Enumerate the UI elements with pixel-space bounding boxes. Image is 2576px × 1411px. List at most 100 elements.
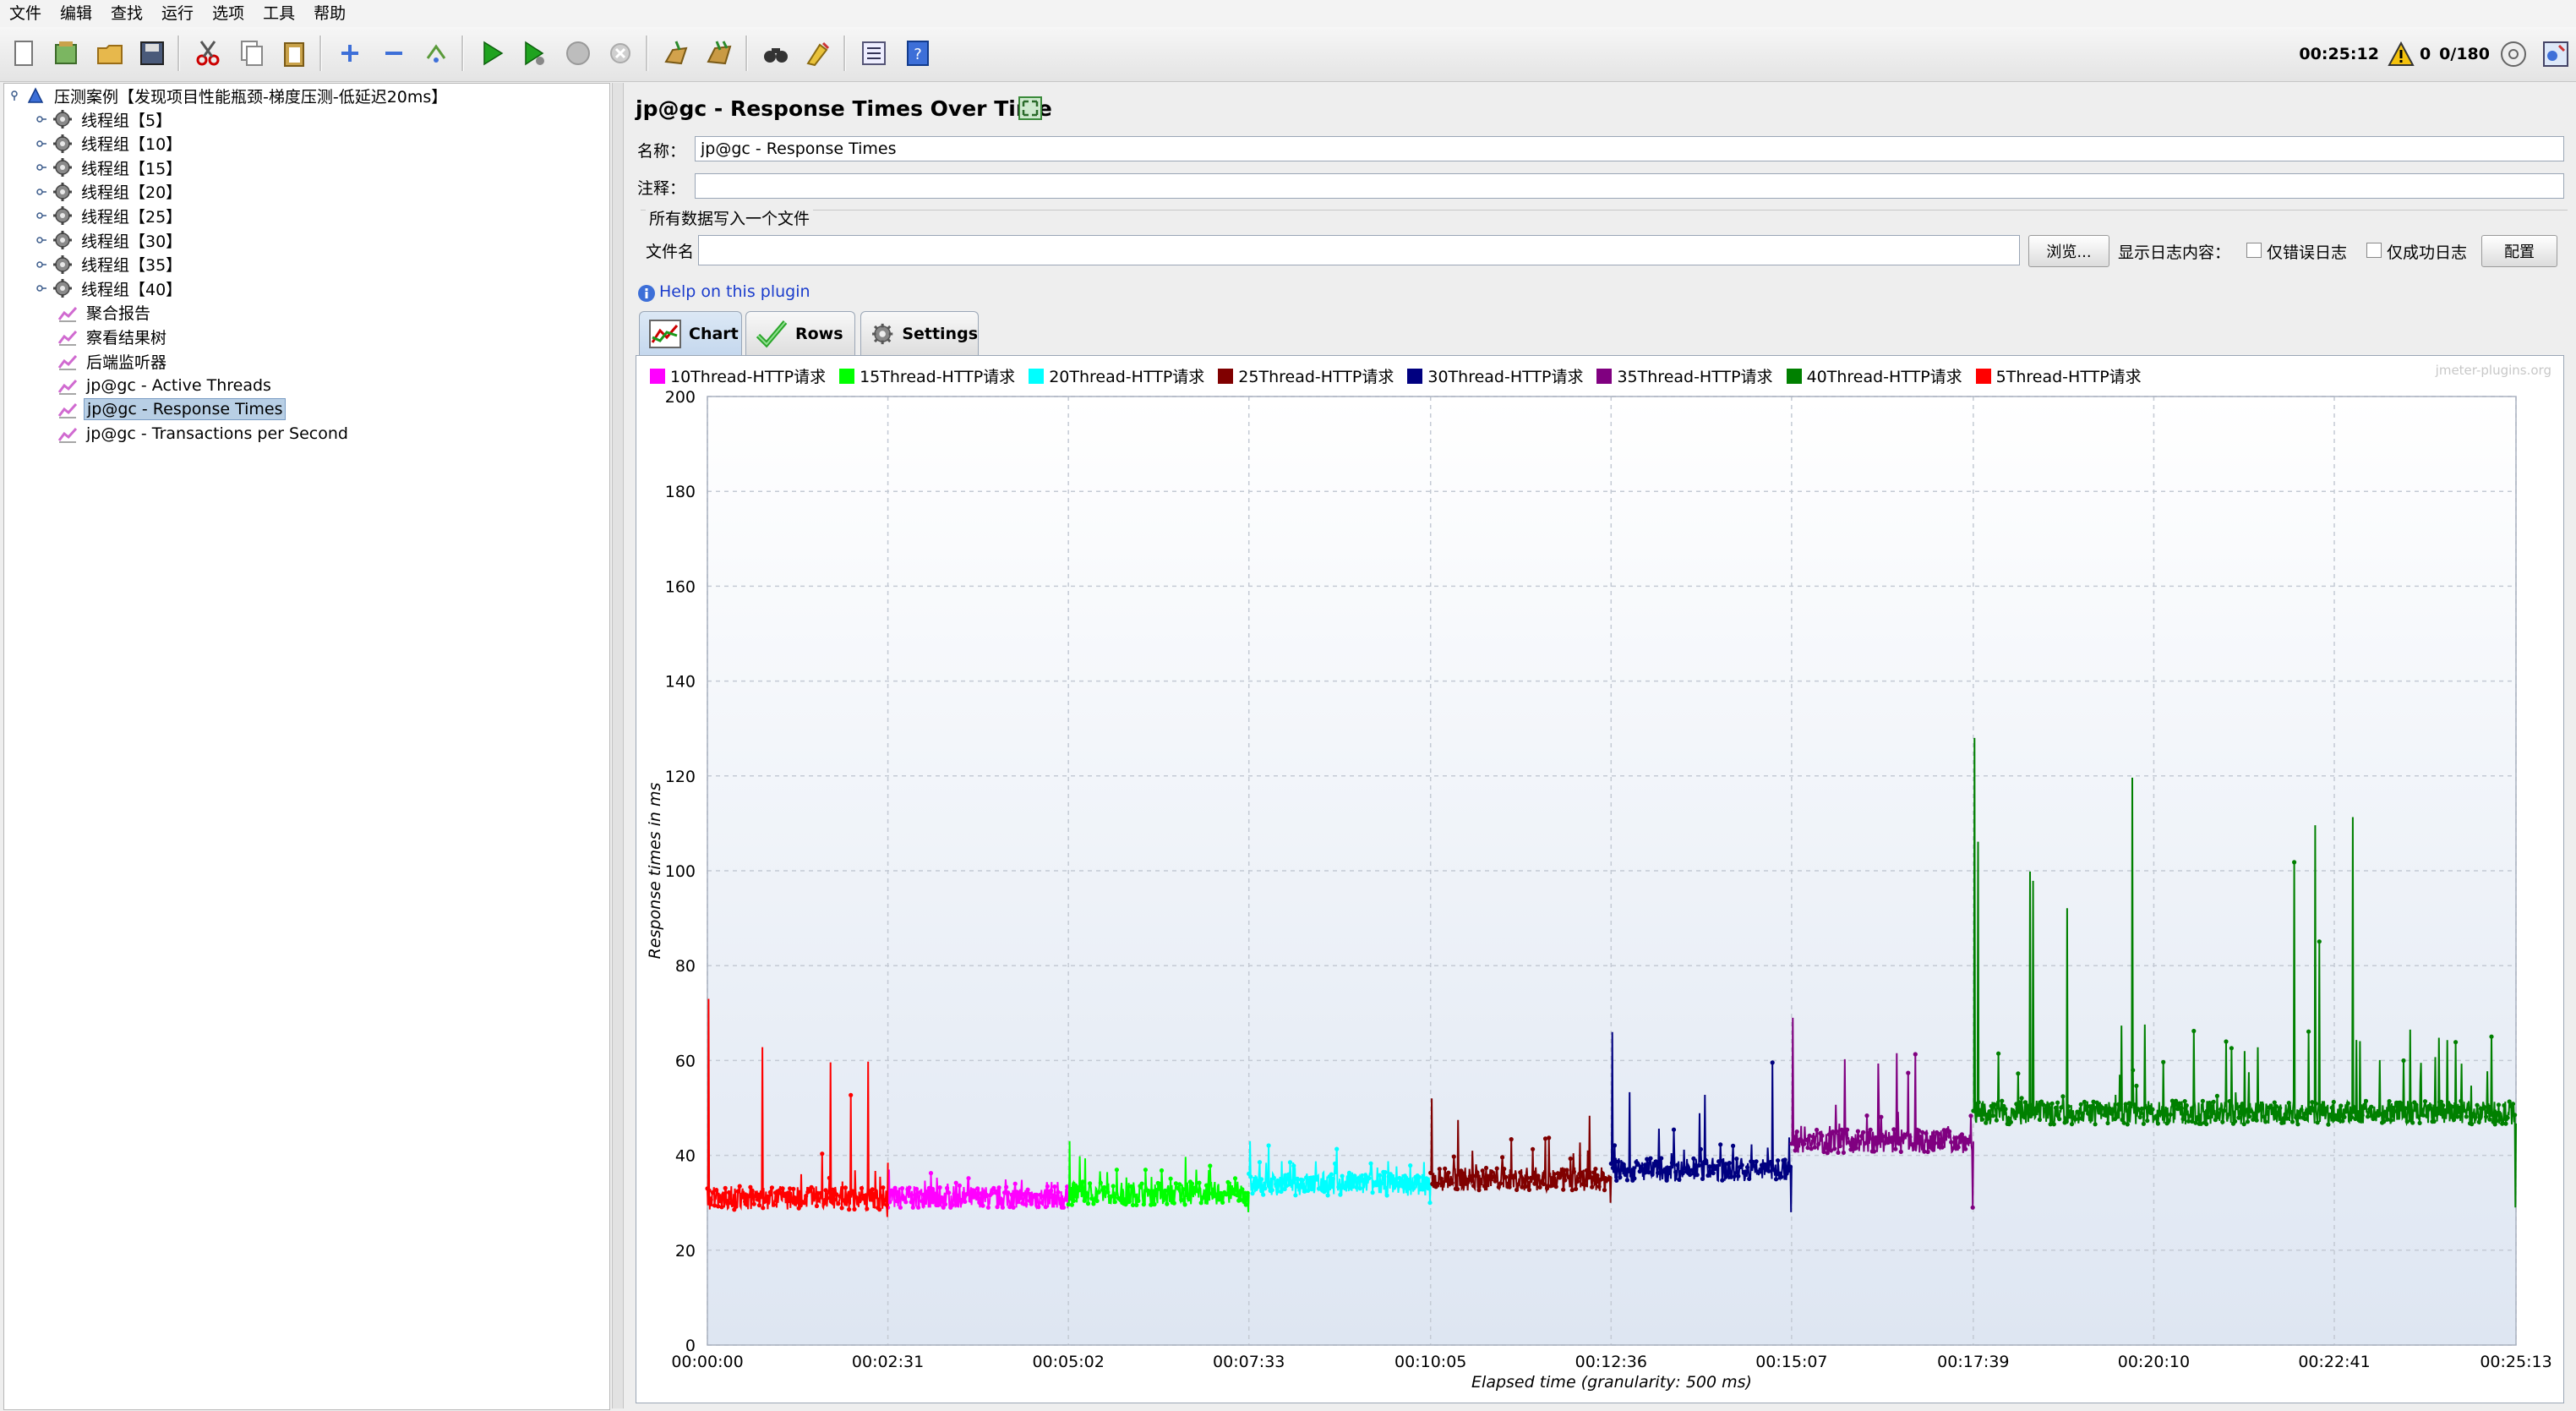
expand-toggle-icon[interactable] <box>36 283 46 293</box>
paste-icon[interactable] <box>276 35 313 72</box>
series-point <box>748 1184 753 1190</box>
collapse-toggle-icon[interactable] <box>9 90 19 101</box>
series-point <box>1677 1177 1682 1182</box>
series-point <box>1330 1176 1335 1181</box>
menu-file[interactable]: 文件 <box>9 4 42 23</box>
expand-toggle-icon[interactable] <box>36 114 46 124</box>
series-point <box>2060 1094 2066 1099</box>
tree-item-thread-group[interactable]: 线程组【20】 <box>36 180 184 204</box>
series-point <box>952 1191 957 1196</box>
expand-toggle-icon[interactable] <box>36 235 46 245</box>
templates-icon[interactable] <box>47 35 85 72</box>
collapse-all-icon[interactable] <box>375 35 412 72</box>
tree-item-listener[interactable]: 聚合报告 <box>57 301 153 325</box>
series-point <box>1338 1192 1343 1197</box>
series-point <box>1623 1173 1628 1178</box>
series-point <box>1655 1170 1661 1175</box>
tab-rows[interactable]: Rows <box>745 311 855 355</box>
series-point <box>966 1176 971 1181</box>
tree-item-thread-group[interactable]: 线程组【40】 <box>36 276 184 300</box>
series-point <box>2275 1110 2281 1116</box>
menu-help[interactable]: 帮助 <box>314 4 347 23</box>
clear-icon[interactable] <box>658 35 695 72</box>
tree-item-thread-group[interactable]: 线程组【5】 <box>36 107 174 131</box>
series-point <box>1698 1146 1703 1151</box>
tree-item-thread-group[interactable]: 线程组【35】 <box>36 253 184 276</box>
tree-item-listener[interactable]: 后端监听器 <box>57 349 169 373</box>
browse-button[interactable]: 浏览... <box>2028 235 2109 267</box>
menu-run[interactable]: 运行 <box>161 4 194 23</box>
search-icon[interactable] <box>757 35 794 72</box>
open-icon[interactable] <box>91 35 128 72</box>
tab-settings[interactable]: Settings <box>860 311 979 355</box>
series-point <box>1688 1172 1693 1178</box>
series-point <box>1998 1107 2003 1112</box>
series-point <box>1949 1140 1954 1145</box>
tree-item-thread-group[interactable]: 线程组【25】 <box>36 204 184 227</box>
series-point <box>2331 1099 2336 1105</box>
series-point <box>1504 1174 1509 1179</box>
cut-icon[interactable] <box>189 35 226 72</box>
series-point <box>2051 1122 2056 1127</box>
series-point <box>2069 1122 2075 1127</box>
series-point <box>1302 1189 1307 1194</box>
series-point <box>2089 1104 2094 1109</box>
series-point <box>1853 1146 1858 1151</box>
help-book-icon[interactable]: ? <box>899 35 936 72</box>
tab-chart[interactable]: Chart <box>639 311 742 355</box>
series-point <box>2019 1096 2024 1101</box>
shutdown-icon[interactable] <box>602 35 639 72</box>
start-no-pauses-icon[interactable] <box>516 35 553 72</box>
filename-input[interactable] <box>698 235 2020 265</box>
series-point <box>1232 1176 1238 1181</box>
errors-only-checkbox[interactable] <box>2246 243 2262 258</box>
clear-all-icon[interactable] <box>701 35 739 72</box>
tree-item-listener[interactable]: jp@gc - Transactions per Second <box>57 422 351 446</box>
expand-toggle-icon[interactable] <box>36 139 46 149</box>
splitter-handle[interactable] <box>612 83 624 1408</box>
expand-toggle-icon[interactable] <box>36 260 46 270</box>
configure-button[interactable]: 配置 <box>2481 235 2557 267</box>
reset-search-icon[interactable] <box>800 35 837 72</box>
menu-tools[interactable]: 工具 <box>263 4 296 23</box>
toggle-icon[interactable] <box>418 35 455 72</box>
maximize-icon[interactable] <box>1017 95 1044 122</box>
menu-search[interactable]: 查找 <box>111 4 144 23</box>
tree-item-listener[interactable]: jp@gc - Response Times <box>57 397 287 421</box>
expand-toggle-icon[interactable] <box>36 162 46 172</box>
log-viewer-icon[interactable] <box>2541 39 2571 69</box>
comment-input[interactable] <box>695 173 2564 199</box>
series-point <box>2059 1105 2064 1110</box>
new-icon[interactable] <box>5 35 42 72</box>
name-input[interactable] <box>695 136 2564 161</box>
tree-item-thread-group[interactable]: 线程组【30】 <box>36 228 184 252</box>
series-point <box>1171 1200 1176 1206</box>
series-point <box>1243 1202 1248 1207</box>
tree-item-thread-group[interactable]: 线程组【10】 <box>36 132 184 156</box>
warning-icon[interactable] <box>2388 41 2415 67</box>
series-point <box>1956 1145 1961 1150</box>
help-link[interactable]: Help on this plugin <box>659 282 810 301</box>
series-point <box>1357 1186 1362 1191</box>
expand-toggle-icon[interactable] <box>36 211 46 221</box>
success-only-checkbox[interactable] <box>2366 243 2382 258</box>
copy-icon[interactable] <box>233 35 270 72</box>
save-icon[interactable] <box>134 35 171 72</box>
tree-item-thread-group[interactable]: 线程组【15】 <box>36 156 184 179</box>
tree-item-listener[interactable]: jp@gc - Active Threads <box>57 374 274 397</box>
start-icon[interactable] <box>473 35 510 72</box>
tree-root[interactable]: 压测案例【发现项目性能瓶颈-梯度压测-低延迟20ms】 <box>9 84 450 107</box>
menu-options[interactable]: 选项 <box>212 4 245 23</box>
series-point <box>1285 1172 1291 1177</box>
expand-all-icon[interactable] <box>331 35 368 72</box>
tree-item-listener[interactable]: 察看结果树 <box>57 325 169 348</box>
stop-icon[interactable] <box>559 35 597 72</box>
function-helper-icon[interactable] <box>855 35 892 72</box>
series-point <box>1022 1192 1027 1197</box>
series-point <box>2195 1115 2200 1120</box>
series-point <box>1659 1156 1664 1161</box>
listener-graph-icon <box>57 350 79 372</box>
series-point <box>865 1206 870 1211</box>
expand-toggle-icon[interactable] <box>36 187 46 197</box>
menu-edit[interactable]: 编辑 <box>60 4 93 23</box>
